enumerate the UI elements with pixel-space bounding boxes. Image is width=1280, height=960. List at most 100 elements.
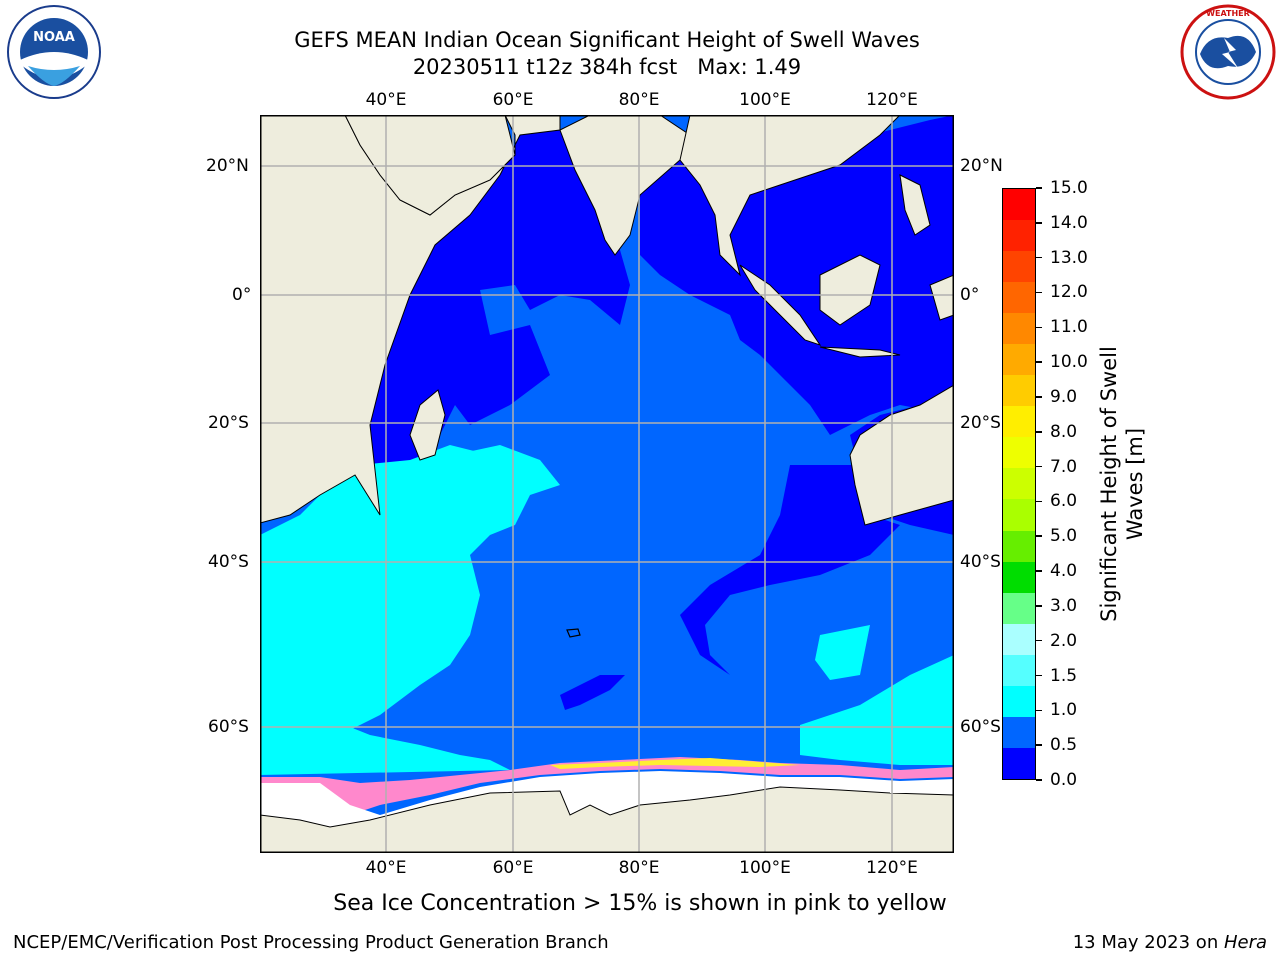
colorbar-segment bbox=[1003, 189, 1035, 221]
se-asia-land bbox=[679, 115, 901, 277]
lon-label-bottom: 40°E bbox=[365, 858, 407, 878]
australia-land bbox=[849, 384, 954, 526]
colorbar-tick-mark bbox=[1036, 779, 1042, 781]
colorbar-segment bbox=[1003, 654, 1035, 686]
lon-label-bottom: 80°E bbox=[618, 858, 660, 878]
colorbar-tick-label: 13.0 bbox=[1050, 247, 1088, 268]
lat-label-right: 60°S bbox=[960, 717, 1001, 737]
colorbar-tick-label: 14.0 bbox=[1050, 212, 1088, 233]
colorbar-segment bbox=[1003, 468, 1035, 500]
colorbar-segment bbox=[1003, 623, 1035, 655]
chart-title: GEFS MEAN Indian Ocean Significant Heigh… bbox=[294, 28, 920, 52]
lon-label-top: 100°E bbox=[739, 90, 791, 110]
java-land bbox=[819, 346, 901, 358]
colorbar-segment bbox=[1003, 530, 1035, 562]
lat-label-right: 40°S bbox=[960, 552, 1001, 572]
lon-label-top: 80°E bbox=[618, 90, 660, 110]
colorbar bbox=[1002, 188, 1036, 780]
ocean-band-10-15 bbox=[260, 715, 510, 775]
map-frame bbox=[260, 115, 954, 853]
colorbar-tick-label: 2.0 bbox=[1050, 630, 1078, 651]
ocean-band-10-15 bbox=[800, 655, 954, 765]
footer-left: NCEP/EMC/Verification Post Processing Pr… bbox=[13, 932, 609, 953]
colorbar-segment bbox=[1003, 561, 1035, 593]
colorbar-tick-label: 1.0 bbox=[1050, 700, 1078, 721]
colorbar-segment bbox=[1003, 716, 1035, 748]
colorbar-segment bbox=[1003, 251, 1035, 283]
madagascar-land bbox=[409, 389, 446, 461]
footer-host: Hera bbox=[1223, 932, 1267, 953]
colorbar-tick-label: 11.0 bbox=[1050, 317, 1088, 338]
lat-label-left: 20°S bbox=[208, 413, 249, 433]
swell-map bbox=[260, 115, 954, 853]
colorbar-tick-mark bbox=[1036, 500, 1042, 503]
colorbar-segment bbox=[1003, 747, 1035, 779]
lon-label-bottom: 60°E bbox=[492, 858, 534, 878]
colorbar-tick-label: 12.0 bbox=[1050, 282, 1088, 303]
philippines-land bbox=[899, 174, 931, 236]
colorbar-tick-label: 9.0 bbox=[1050, 386, 1078, 407]
lat-label-right: 20°N bbox=[960, 156, 1003, 176]
colorbar-tick-mark bbox=[1036, 744, 1042, 746]
nws-logo: WEATHER bbox=[1180, 4, 1276, 100]
colorbar-tick-mark bbox=[1036, 570, 1042, 572]
colorbar-tick-label: 15.0 bbox=[1050, 178, 1088, 198]
colorbar-tick-label: 7.0 bbox=[1050, 456, 1078, 477]
colorbar-tick-mark bbox=[1036, 674, 1042, 677]
arabia-land bbox=[344, 115, 516, 216]
colorbar-segment bbox=[1003, 375, 1035, 407]
ocean-band-10-15 bbox=[815, 625, 870, 680]
ocean-band-0-05 bbox=[560, 675, 625, 710]
lat-label-left: 60°S bbox=[208, 717, 249, 737]
lat-label-left: 40°S bbox=[208, 552, 249, 572]
sea-ice-caption: Sea Ice Concentration > 15% is shown in … bbox=[333, 891, 947, 916]
colorbar-tick-mark bbox=[1036, 222, 1042, 224]
colorbar-tick-label: 1.5 bbox=[1050, 665, 1078, 686]
lon-label-top: 60°E bbox=[492, 90, 534, 110]
lat-label-left: 20°N bbox=[206, 156, 249, 176]
lat-label-left: 0° bbox=[232, 285, 252, 305]
footer-date: 13 May 2023 on bbox=[1072, 932, 1224, 953]
svg-text:NOAA: NOAA bbox=[33, 30, 75, 45]
sumatra-land bbox=[739, 264, 822, 346]
colorbar-segment bbox=[1003, 406, 1035, 438]
borneo-land bbox=[819, 254, 881, 326]
colorbar-tick-label: 10.0 bbox=[1050, 352, 1088, 373]
colorbar-tick-label: 8.0 bbox=[1050, 421, 1078, 442]
colorbar-tick-mark bbox=[1036, 605, 1042, 607]
colorbar-tick-mark bbox=[1036, 396, 1042, 398]
colorbar-segment bbox=[1003, 499, 1035, 531]
colorbar-tick-label: 3.0 bbox=[1050, 595, 1078, 616]
colorbar-segment bbox=[1003, 685, 1035, 717]
colorbar-tick-mark bbox=[1036, 187, 1042, 189]
colorbar-tick-mark bbox=[1036, 431, 1042, 433]
lon-label-bottom: 120°E bbox=[866, 858, 918, 878]
colorbar-segment bbox=[1003, 313, 1035, 345]
ocean-band-0-05 bbox=[680, 465, 900, 675]
noaa-logo: NOAA bbox=[7, 5, 101, 99]
ocean-band-10-15 bbox=[430, 445, 560, 495]
colorbar-tick-mark bbox=[1036, 709, 1042, 712]
lon-label-top: 40°E bbox=[365, 90, 407, 110]
colorbar-segment bbox=[1003, 344, 1035, 376]
lat-label-right: 20°S bbox=[960, 413, 1001, 433]
ocean-band-10-15 bbox=[260, 445, 530, 775]
colorbar-segment bbox=[1003, 220, 1035, 252]
colorbar-tick-label: 0.5 bbox=[1050, 735, 1078, 756]
new-guinea-land bbox=[929, 274, 954, 321]
antarctica-land bbox=[260, 786, 954, 853]
colorbar-tick-mark bbox=[1036, 256, 1042, 259]
colorbar-tick-mark bbox=[1036, 535, 1042, 537]
colorbar-segment bbox=[1003, 592, 1035, 624]
lon-label-bottom: 100°E bbox=[739, 858, 791, 878]
lon-label-top: 120°E bbox=[866, 90, 918, 110]
colorbar-tick-label: 5.0 bbox=[1050, 526, 1078, 547]
svg-text:WEATHER: WEATHER bbox=[1206, 9, 1250, 18]
colorbar-tick-mark bbox=[1036, 291, 1042, 294]
lat-label-right: 0° bbox=[960, 285, 980, 305]
colorbar-ticks: 15.0 14.0 13.0 12.0 11.0 10.0 9.0 8.0 7.0 6.0 5.0 4… bbox=[1036, 178, 1096, 790]
colorbar-tick-mark bbox=[1036, 639, 1042, 642]
colorbar-tick-label: 4.0 bbox=[1050, 561, 1078, 582]
india-land bbox=[559, 115, 691, 256]
colorbar-tick-label: 6.0 bbox=[1050, 491, 1078, 512]
